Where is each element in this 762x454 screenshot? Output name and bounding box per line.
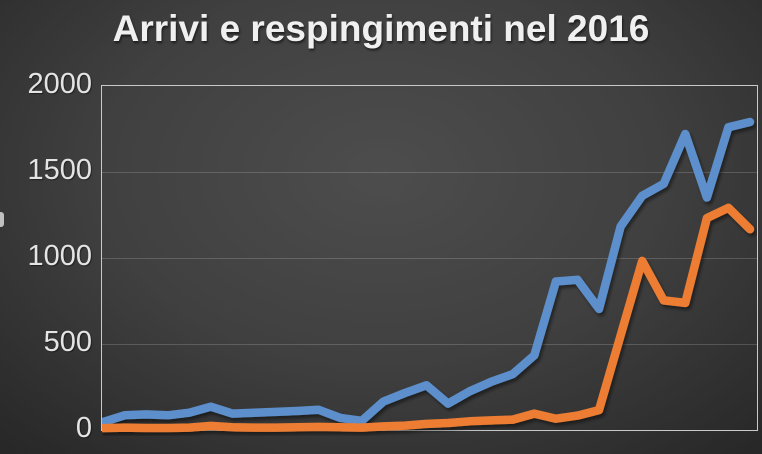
clipped-axis-label-fragment [0, 212, 4, 227]
plot-area [101, 85, 758, 433]
y-axis: 2000 1500 1000 500 0 [0, 0, 92, 454]
chart-title: Arrivi e respingimenti nel 2016 [112, 8, 650, 49]
chart-canvas [102, 117, 755, 433]
y-tick-0: 0 [75, 412, 92, 444]
y-tick-1500: 1500 [27, 154, 92, 186]
respingimenti-line[interactable] [102, 203, 755, 433]
grid-line-1500 [102, 172, 757, 173]
y-tick-1000: 1000 [27, 240, 92, 272]
y-tick-2000: 2000 [27, 68, 92, 100]
y-tick-500: 500 [43, 326, 92, 358]
arrivi-line[interactable] [102, 117, 755, 427]
grid-line-500 [102, 344, 757, 345]
grid-line-1000 [102, 258, 757, 259]
